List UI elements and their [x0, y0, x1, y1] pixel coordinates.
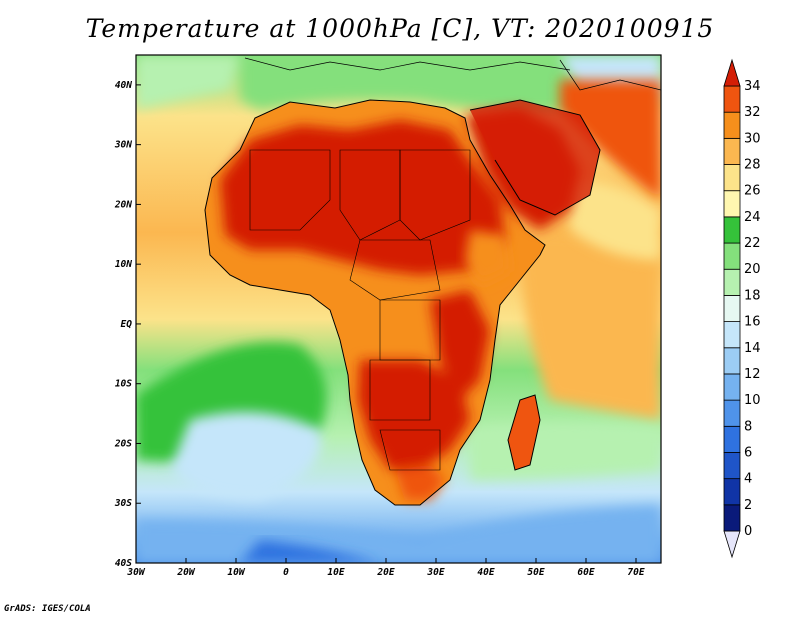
colorbar-label: 10: [744, 393, 761, 408]
colorbar-segment: [723, 216, 741, 244]
axis-ticks: [135, 84, 637, 564]
lon-tick-label: 20W: [176, 567, 195, 578]
latitude-labels: 40S 30S 20S 10S EQ 10N 20N 30N 40N: [114, 80, 132, 569]
lat-tick-label: 20S: [114, 438, 132, 449]
lon-tick-label: 50E: [527, 567, 544, 578]
colorbar-label: 28: [744, 158, 761, 173]
colorbar-label: 2: [744, 498, 752, 513]
colorbar-segment: [723, 190, 741, 218]
colorbar-label: 34: [744, 79, 761, 94]
lat-tick-label: 20N: [114, 199, 132, 210]
lat-tick-label: 10N: [115, 259, 132, 270]
colorbar-segment: [723, 164, 741, 192]
colorbar-segment: [723, 425, 741, 453]
colorbar-segment: [723, 242, 741, 270]
colorbar-segment: [723, 478, 741, 506]
lon-tick-label: 20E: [376, 567, 394, 578]
colorbar-segment: [723, 111, 741, 139]
colorbar-label: 4: [744, 472, 752, 487]
lat-tick-label: 40N: [115, 80, 132, 91]
colorbar-label: 26: [744, 184, 761, 199]
colorbar-segment: [723, 321, 741, 349]
colorbar-segment: [723, 85, 741, 113]
colorbar-label: 18: [744, 288, 761, 303]
lon-tick-label: 30W: [126, 567, 145, 578]
lon-tick-label: 40E: [477, 567, 494, 578]
lat-tick-label: 40S: [115, 558, 132, 569]
colorbar: [723, 58, 741, 559]
colorbar-label: 14: [744, 341, 761, 356]
lat-tick-label: 10S: [115, 379, 132, 390]
colorbar-label: 6: [744, 445, 752, 460]
lat-tick-label: EQ: [121, 319, 133, 330]
colorbar-segment: [723, 295, 741, 322]
lat-tick-label: 30N: [114, 140, 132, 151]
lat-tick-label: 30S: [114, 498, 132, 509]
colorbar-label: 0: [744, 524, 752, 539]
colorbar-label: 20: [744, 262, 761, 277]
colorbar-segment: [723, 399, 741, 427]
credit-text: GrADS: IGES/COLA: [4, 604, 91, 614]
colorbar-segment: [723, 347, 741, 375]
colorbar-segment: [723, 268, 741, 296]
colorbar-segment: [723, 137, 741, 165]
lon-tick-label: 10E: [327, 567, 344, 578]
colorbar-label: 12: [744, 367, 761, 382]
colorbar-label: 30: [744, 131, 761, 146]
colorbar-min-arrow: [723, 530, 741, 559]
plot-frame: [135, 54, 662, 564]
lon-tick-label: 30E: [426, 567, 444, 578]
coastlines: [204, 57, 661, 506]
colorbar-max-arrow: [723, 58, 741, 87]
colorbar-label: 32: [744, 105, 761, 120]
colorbar-segment: [723, 452, 741, 480]
colorbar-label: 16: [744, 315, 761, 330]
lon-tick-label: 70E: [627, 567, 644, 578]
map-title: Temperature at 1000hPa [C], VT: 20201009…: [85, 14, 715, 43]
temperature-field: [136, 55, 661, 563]
colorbar-label: 22: [744, 236, 761, 251]
colorbar-label: 8: [744, 419, 752, 434]
colorbar-segment: [723, 504, 741, 532]
lon-tick-label: 10W: [227, 567, 245, 578]
colorbar-segment: [723, 373, 741, 401]
lon-tick-label: 60E: [577, 567, 594, 578]
longitude-labels: 30W 20W 10W 0 10E 20E 30E 40E 50E 60E 70E: [126, 567, 644, 578]
colorbar-label: 24: [744, 210, 761, 225]
lon-tick-label: 0: [283, 567, 289, 578]
